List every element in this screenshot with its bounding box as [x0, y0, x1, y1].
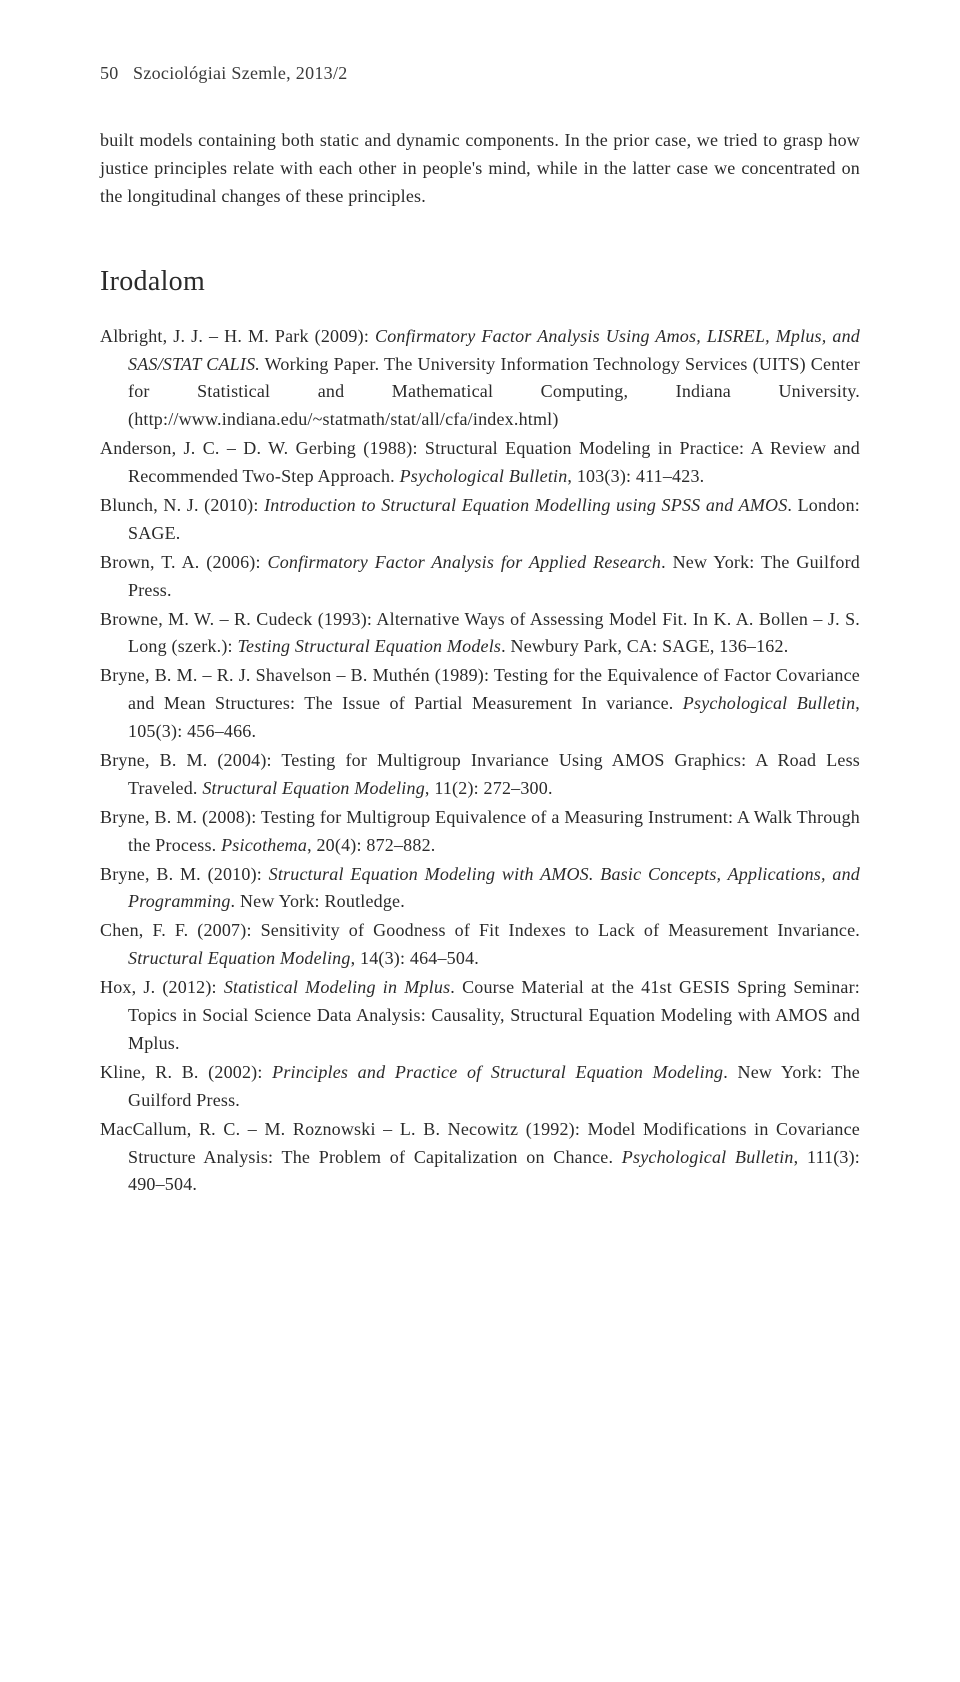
reference-item: Browne, M. W. – R. Cudeck (1993): Altern… [100, 606, 860, 662]
reference-pre: Hox, J. (2012): [100, 977, 224, 997]
reference-post: , 11(2): 272–300. [425, 778, 553, 798]
reference-pre: Kline, R. B. (2002): [100, 1062, 272, 1082]
reference-italic: Structural Equation Modeling [128, 948, 351, 968]
reference-italic: Psychological Bulletin [622, 1147, 794, 1167]
reference-italic: Principles and Practice of Structural Eq… [272, 1062, 723, 1082]
journal-name: Szociológiai Szemle, 2013/2 [133, 63, 348, 83]
reference-pre: Blunch, N. J. (2010): [100, 495, 264, 515]
reference-pre: Brown, T. A. (2006): [100, 552, 268, 572]
reference-italic: Testing Structural Equation Models [237, 636, 501, 656]
reference-post: . New York: Routledge. [231, 891, 405, 911]
reference-item: Bryne, B. M. (2008): Testing for Multigr… [100, 804, 860, 860]
references-list: Albright, J. J. – H. M. Park (2009): Con… [100, 323, 860, 1200]
reference-item: Albright, J. J. – H. M. Park (2009): Con… [100, 323, 860, 435]
reference-italic: Confirmatory Factor Analysis for Applied… [268, 552, 662, 572]
reference-item: Bryne, B. M. (2010): Structural Equation… [100, 861, 860, 917]
reference-post: , 20(4): 872–882. [307, 835, 435, 855]
reference-post: , 103(3): 411–423. [567, 466, 704, 486]
reference-italic: Psychological Bulletin [683, 693, 856, 713]
body-paragraph: built models containing both static and … [100, 127, 860, 211]
reference-pre: Albright, J. J. – H. M. Park (2009): [100, 326, 375, 346]
reference-item: Blunch, N. J. (2010): Introduction to St… [100, 492, 860, 548]
reference-italic: Statistical Modeling in Mplus [224, 977, 450, 997]
reference-item: Hox, J. (2012): Statistical Modeling in … [100, 974, 860, 1058]
reference-pre: Bryne, B. M. (2008): Testing for Multigr… [100, 807, 860, 855]
reference-italic: Introduction to Structural Equation Mode… [264, 495, 787, 515]
reference-italic: Psicothema [221, 835, 307, 855]
reference-item: Kline, R. B. (2002): Principles and Prac… [100, 1059, 860, 1115]
reference-item: Brown, T. A. (2006): Confirmatory Factor… [100, 549, 860, 605]
reference-item: Chen, F. F. (2007): Sensitivity of Goodn… [100, 917, 860, 973]
section-title: Irodalom [100, 261, 860, 303]
reference-post: . Newbury Park, CA: SAGE, 136–162. [501, 636, 788, 656]
reference-pre: Bryne, B. M. (2010): [100, 864, 269, 884]
reference-italic: Psychological Bulletin [400, 466, 568, 486]
reference-post: , 14(3): 464–504. [351, 948, 479, 968]
reference-item: Bryne, B. M. (2004): Testing for Multigr… [100, 747, 860, 803]
page-number: 50 [100, 63, 119, 83]
reference-item: Bryne, B. M. – R. J. Shavelson – B. Muth… [100, 662, 860, 746]
reference-item: MacCallum, R. C. – M. Roznowski – L. B. … [100, 1116, 860, 1200]
reference-pre: Chen, F. F. (2007): Sensitivity of Goodn… [100, 920, 860, 940]
reference-italic: Structural Equation Modeling [202, 778, 425, 798]
page-header: 50 Szociológiai Szemle, 2013/2 [100, 60, 860, 87]
reference-item: Anderson, J. C. – D. W. Gerbing (1988): … [100, 435, 860, 491]
